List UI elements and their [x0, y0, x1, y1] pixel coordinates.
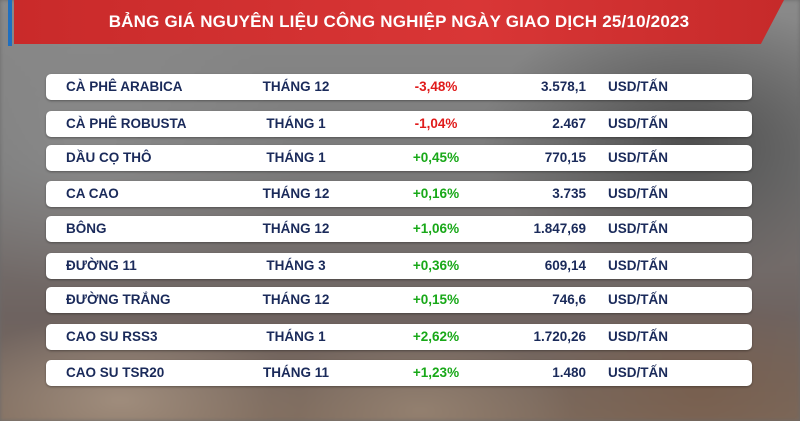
table-row: CA CAO THÁNG 12 +0,16% 3.735 USD/TẤN	[46, 181, 752, 207]
commodity-name: ĐƯỜNG 11	[66, 258, 137, 273]
price-unit: USD/TẤN	[608, 221, 668, 236]
price-unit: USD/TẤN	[608, 186, 668, 201]
table-row: DẦU CỌ THÔ THÁNG 1 +0,45% 770,15 USD/TẤN	[46, 145, 752, 171]
contract-month: THÁNG 1	[266, 329, 326, 344]
commodity-name: CÀ PHÊ ARABICA	[66, 79, 183, 94]
table-row: ĐƯỜNG 11 THÁNG 3 +0,36% 609,14 USD/TẤN	[46, 253, 752, 279]
price-value: 770,15	[544, 150, 586, 165]
contract-month: THÁNG 12	[262, 221, 330, 236]
price-unit: USD/TẤN	[608, 79, 668, 94]
price-change: +0,45%	[412, 150, 460, 165]
price-value: 609,14	[544, 258, 586, 273]
price-change: +0,15%	[412, 292, 460, 307]
price-value: 3.578,1	[540, 79, 586, 94]
table-row: ĐƯỜNG TRẮNG THÁNG 12 +0,15% 746,6 USD/TẤ…	[46, 287, 752, 313]
contract-month: THÁNG 12	[262, 292, 330, 307]
price-change: +1,23%	[412, 365, 460, 380]
commodity-name: CÀ PHÊ ROBUSTA	[66, 116, 187, 131]
table-row: CÀ PHÊ ARABICA THÁNG 12 -3,48% 3.578,1 U…	[46, 74, 752, 100]
price-change: -3,48%	[414, 79, 458, 94]
table-row: CÀ PHÊ ROBUSTA THÁNG 1 -1,04% 2.467 USD/…	[46, 111, 752, 137]
commodity-name: CAO SU RSS3	[66, 329, 158, 344]
price-unit: USD/TẤN	[608, 258, 668, 273]
commodity-name: ĐƯỜNG TRẮNG	[66, 292, 171, 307]
contract-month: THÁNG 1	[266, 116, 326, 131]
commodity-name: DẦU CỌ THÔ	[66, 150, 152, 165]
table-row: CAO SU RSS3 THÁNG 1 +2,62% 1.720,26 USD/…	[46, 324, 752, 350]
header-banner: BẢNG GIÁ NGUYÊN LIỆU CÔNG NGHIỆP NGÀY GI…	[14, 0, 784, 44]
price-change: +2,62%	[412, 329, 460, 344]
price-unit: USD/TẤN	[608, 116, 668, 131]
price-value: 2.467	[552, 116, 586, 131]
contract-month: THÁNG 12	[262, 186, 330, 201]
price-change: -1,04%	[414, 116, 458, 131]
price-value: 1.720,26	[533, 329, 586, 344]
contract-month: THÁNG 12	[262, 79, 330, 94]
commodity-name: CA CAO	[66, 186, 119, 201]
table-row: BÔNG THÁNG 12 +1,06% 1.847,69 USD/TẤN	[46, 216, 752, 242]
price-value: 1.480	[552, 365, 586, 380]
price-change: +0,16%	[412, 186, 460, 201]
accent-bar	[8, 0, 12, 46]
price-value: 3.735	[552, 186, 586, 201]
price-unit: USD/TẤN	[608, 150, 668, 165]
table-row: CAO SU TSR20 THÁNG 11 +1,23% 1.480 USD/T…	[46, 360, 752, 386]
page-title: BẢNG GIÁ NGUYÊN LIỆU CÔNG NGHIỆP NGÀY GI…	[108, 12, 690, 31]
contract-month: THÁNG 3	[266, 258, 326, 273]
price-change: +1,06%	[412, 221, 460, 236]
contract-month: THÁNG 11	[262, 365, 330, 380]
price-value: 1.847,69	[533, 221, 586, 236]
price-unit: USD/TẤN	[608, 329, 668, 344]
commodity-name: BÔNG	[66, 221, 107, 236]
contract-month: THÁNG 1	[266, 150, 326, 165]
commodity-name: CAO SU TSR20	[66, 365, 165, 380]
price-change: +0,36%	[412, 258, 460, 273]
price-unit: USD/TẤN	[608, 365, 668, 380]
price-unit: USD/TẤN	[608, 292, 668, 307]
price-value: 746,6	[552, 292, 586, 307]
